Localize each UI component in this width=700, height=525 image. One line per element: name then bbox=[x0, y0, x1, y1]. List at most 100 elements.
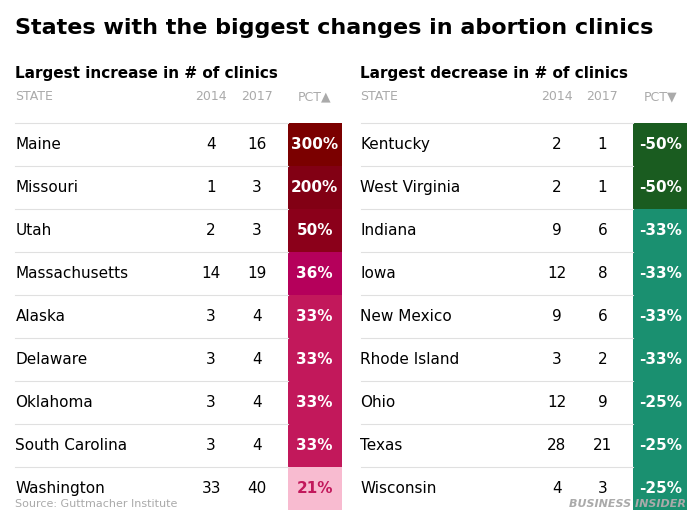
Text: Missouri: Missouri bbox=[15, 180, 78, 195]
FancyBboxPatch shape bbox=[288, 123, 342, 166]
Text: Source: Guttmacher Institute: Source: Guttmacher Institute bbox=[15, 499, 178, 509]
Text: -33%: -33% bbox=[639, 223, 682, 238]
Text: 3: 3 bbox=[252, 180, 262, 195]
Text: 21%: 21% bbox=[296, 481, 333, 496]
FancyBboxPatch shape bbox=[634, 338, 687, 381]
Text: BUSINESS INSIDER: BUSINESS INSIDER bbox=[569, 499, 686, 509]
Text: 12: 12 bbox=[547, 266, 566, 281]
Text: 9: 9 bbox=[552, 309, 561, 324]
Text: 14: 14 bbox=[202, 266, 220, 281]
Text: -25%: -25% bbox=[639, 438, 682, 453]
Text: 33%: 33% bbox=[296, 395, 333, 410]
FancyBboxPatch shape bbox=[634, 467, 687, 510]
Text: 3: 3 bbox=[206, 352, 216, 367]
Text: -33%: -33% bbox=[639, 352, 682, 367]
Text: PCT▼: PCT▼ bbox=[643, 90, 677, 103]
FancyBboxPatch shape bbox=[288, 295, 342, 338]
Text: PCT▲: PCT▲ bbox=[298, 90, 332, 103]
Text: 4: 4 bbox=[552, 481, 561, 496]
Text: 2017: 2017 bbox=[241, 90, 273, 103]
Text: 1: 1 bbox=[598, 180, 607, 195]
FancyBboxPatch shape bbox=[288, 338, 342, 381]
Text: 40: 40 bbox=[247, 481, 267, 496]
Text: 16: 16 bbox=[247, 136, 267, 152]
Text: 200%: 200% bbox=[291, 180, 338, 195]
Text: 2: 2 bbox=[552, 136, 561, 152]
Text: 1: 1 bbox=[598, 136, 607, 152]
Text: 4: 4 bbox=[206, 136, 216, 152]
Text: 3: 3 bbox=[252, 223, 262, 238]
FancyBboxPatch shape bbox=[634, 166, 687, 208]
FancyBboxPatch shape bbox=[288, 467, 342, 510]
FancyBboxPatch shape bbox=[634, 295, 687, 338]
Text: Utah: Utah bbox=[15, 223, 52, 238]
FancyBboxPatch shape bbox=[634, 123, 687, 166]
Text: -33%: -33% bbox=[639, 266, 682, 281]
FancyBboxPatch shape bbox=[634, 209, 687, 252]
Text: 36%: 36% bbox=[296, 266, 333, 281]
Text: Maine: Maine bbox=[15, 136, 62, 152]
Text: 3: 3 bbox=[206, 309, 216, 324]
Text: 3: 3 bbox=[206, 395, 216, 410]
Text: Kentucky: Kentucky bbox=[360, 136, 430, 152]
Text: Largest increase in # of clinics: Largest increase in # of clinics bbox=[15, 66, 279, 81]
Text: 4: 4 bbox=[252, 395, 262, 410]
Text: 3: 3 bbox=[552, 352, 561, 367]
Text: 4: 4 bbox=[252, 438, 262, 453]
Text: 50%: 50% bbox=[296, 223, 333, 238]
Text: Iowa: Iowa bbox=[360, 266, 396, 281]
Text: Alaska: Alaska bbox=[15, 309, 65, 324]
Text: 9: 9 bbox=[598, 395, 608, 410]
Text: 6: 6 bbox=[598, 309, 608, 324]
Text: 2017: 2017 bbox=[587, 90, 618, 103]
FancyBboxPatch shape bbox=[634, 252, 687, 295]
Text: Delaware: Delaware bbox=[15, 352, 88, 367]
Text: 33%: 33% bbox=[296, 309, 333, 324]
Text: 9: 9 bbox=[552, 223, 561, 238]
Text: STATE: STATE bbox=[360, 90, 398, 103]
Text: -33%: -33% bbox=[639, 309, 682, 324]
Text: -25%: -25% bbox=[639, 481, 682, 496]
Text: Massachusetts: Massachusetts bbox=[15, 266, 129, 281]
Text: 6: 6 bbox=[598, 223, 608, 238]
Text: Indiana: Indiana bbox=[360, 223, 417, 238]
Text: Ohio: Ohio bbox=[360, 395, 395, 410]
Text: 2014: 2014 bbox=[195, 90, 227, 103]
Text: 19: 19 bbox=[247, 266, 267, 281]
Text: 3: 3 bbox=[206, 438, 216, 453]
FancyBboxPatch shape bbox=[288, 209, 342, 252]
Text: -50%: -50% bbox=[639, 180, 682, 195]
Text: South Carolina: South Carolina bbox=[15, 438, 127, 453]
Text: Oklahoma: Oklahoma bbox=[15, 395, 93, 410]
Text: 33%: 33% bbox=[296, 352, 333, 367]
Text: West Virginia: West Virginia bbox=[360, 180, 461, 195]
Text: Rhode Island: Rhode Island bbox=[360, 352, 460, 367]
Text: Largest decrease in # of clinics: Largest decrease in # of clinics bbox=[360, 66, 629, 81]
Text: Wisconsin: Wisconsin bbox=[360, 481, 437, 496]
Text: 300%: 300% bbox=[291, 136, 338, 152]
Text: New Mexico: New Mexico bbox=[360, 309, 452, 324]
Text: 2: 2 bbox=[206, 223, 216, 238]
Text: Texas: Texas bbox=[360, 438, 403, 453]
Text: 2: 2 bbox=[598, 352, 607, 367]
Text: 1: 1 bbox=[206, 180, 216, 195]
FancyBboxPatch shape bbox=[634, 381, 687, 424]
Text: 8: 8 bbox=[598, 266, 607, 281]
FancyBboxPatch shape bbox=[288, 424, 342, 467]
Text: 33%: 33% bbox=[296, 438, 333, 453]
Text: STATE: STATE bbox=[15, 90, 53, 103]
Text: 2014: 2014 bbox=[541, 90, 573, 103]
FancyBboxPatch shape bbox=[634, 424, 687, 467]
FancyBboxPatch shape bbox=[288, 252, 342, 295]
Text: 2: 2 bbox=[552, 180, 561, 195]
Text: 4: 4 bbox=[252, 309, 262, 324]
Text: States with the biggest changes in abortion clinics: States with the biggest changes in abort… bbox=[15, 18, 654, 38]
Text: 33: 33 bbox=[202, 481, 221, 496]
Text: 21: 21 bbox=[593, 438, 612, 453]
Text: -50%: -50% bbox=[639, 136, 682, 152]
Text: 12: 12 bbox=[547, 395, 566, 410]
Text: Washington: Washington bbox=[15, 481, 105, 496]
Text: 3: 3 bbox=[598, 481, 608, 496]
Text: 4: 4 bbox=[252, 352, 262, 367]
Text: 28: 28 bbox=[547, 438, 566, 453]
